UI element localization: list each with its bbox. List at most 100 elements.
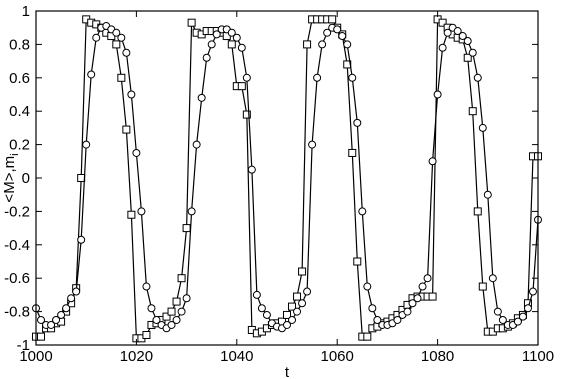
y-tick-label: 1 [22,3,30,20]
circle-point [433,90,442,99]
square-point [122,125,131,134]
circle-point [132,148,141,157]
circle-point [192,140,201,149]
circle-point [373,315,382,324]
square-point [77,174,86,182]
square-point [298,267,307,276]
circle-point [438,43,447,52]
square-point [112,40,121,49]
circle-point [358,207,367,216]
series-square [32,15,542,343]
square-point [283,310,291,319]
square-point [37,332,46,341]
series-line-square [36,18,538,339]
square-point [177,274,186,283]
circle-point [313,73,322,82]
square-point [167,307,176,316]
circle-point [343,40,352,49]
axis-ticks [35,10,539,346]
square-point [473,207,482,216]
circle-point [172,315,181,324]
x-tick-labels: 1000 1020 1040 1060 1080 1100 [19,348,554,365]
square-point [117,73,126,82]
square-point [363,332,372,341]
circle-point [348,73,357,82]
circle-point [478,123,487,132]
circle-point [207,40,216,49]
circle-point [363,282,372,291]
circle-point [483,190,492,199]
square-point [142,330,151,339]
circle-point [62,304,71,313]
circle-point [202,53,211,62]
square-point [288,302,297,311]
circle-point [528,287,537,296]
plot-area [32,10,542,346]
circle-point [463,37,472,46]
square-point [428,292,437,301]
circle-point [333,25,342,34]
circle-point [37,315,46,324]
circle-point [408,299,417,308]
x-tick-label: 1040 [220,348,253,365]
circle-point [77,235,86,244]
circle-point [262,310,271,319]
circle-point [393,315,402,324]
circle-point [182,294,191,303]
circle-point [413,294,422,303]
square-point [438,18,447,27]
circle-point [418,282,427,291]
square-point [187,18,196,27]
circle-point [127,90,136,99]
x-tick-label: 1020 [120,348,153,365]
circle-point [468,48,477,57]
y-tick-label: -1 [17,337,30,354]
y-tick-label: -0.6 [4,270,30,287]
square-point [468,107,477,116]
y-tick-label: 0.6 [9,70,30,87]
square-point [162,312,171,321]
circle-point [428,157,437,166]
circle-point [368,304,377,313]
circle-point [403,307,412,316]
circle-point [303,287,312,296]
circle-point [338,32,347,41]
square-point [463,53,472,62]
y-tick-labels: -1 -0.8 -0.6 -0.4 -0.2 0 0.2 0.4 0.6 0.8 1 [4,3,30,354]
circle-point [323,28,332,37]
circle-point [67,294,76,303]
circle-point [237,43,246,52]
x-tick-label: 1100 [522,348,554,365]
circle-point [47,320,56,329]
y-tick-label: 0 [22,170,30,187]
circle-point [137,207,146,216]
circle-point [423,274,432,283]
circle-point [252,290,261,299]
circle-point [488,274,497,283]
square-point [303,40,312,49]
circle-point [117,33,126,42]
y-axis-title: <M>,mi [1,153,21,202]
plot-frame [35,10,539,346]
y-tick-label: -0.2 [4,203,30,220]
square-point [127,210,136,219]
circle-point [212,30,221,39]
square-point [242,110,251,119]
circle-point [122,48,131,57]
x-tick-label: 1000 [19,348,52,365]
circle-point [147,304,156,313]
circle-point [152,315,161,324]
circle-point [242,73,251,82]
square-point [293,292,302,301]
circle-point [523,304,532,313]
circle-point [82,140,91,149]
y-tick-label: 0.2 [9,137,30,154]
circle-point [458,32,467,41]
circle-point [353,118,362,127]
circle-point [227,28,236,37]
circle-point [288,315,297,324]
x-tick-label: 1080 [421,348,454,365]
square-point [182,224,191,233]
y-tick-label: -0.8 [4,304,30,321]
